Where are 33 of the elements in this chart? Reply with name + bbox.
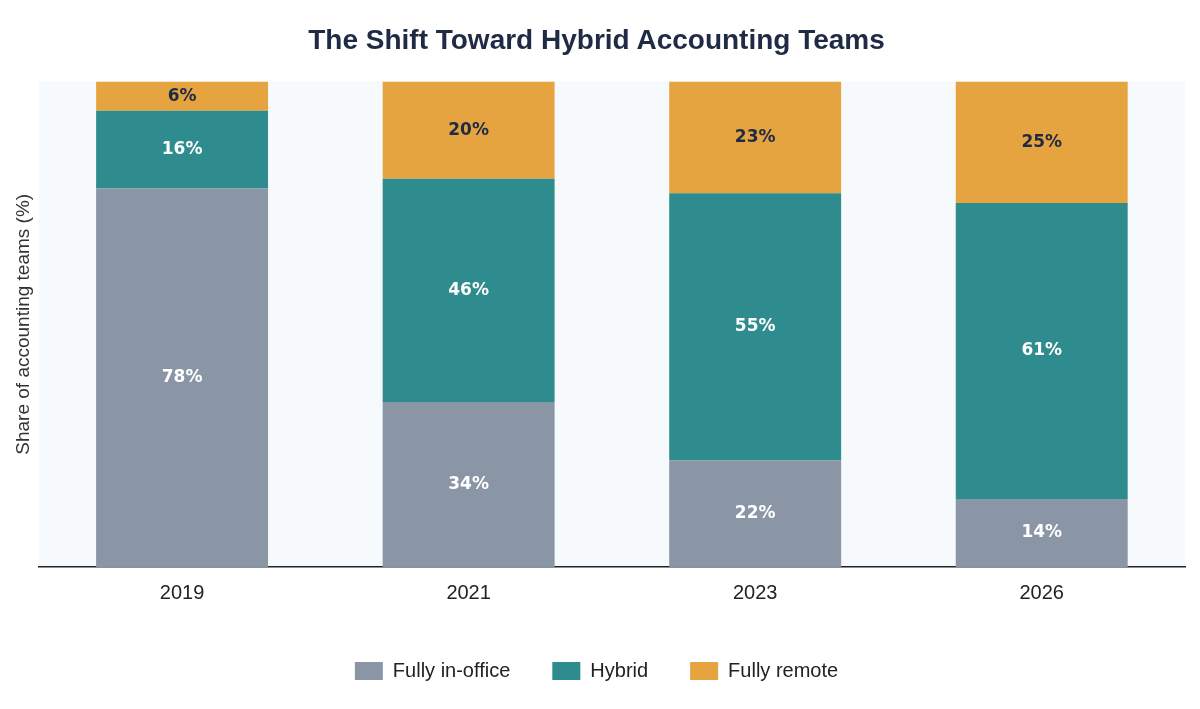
data-label: 14% (1021, 521, 1063, 542)
bar (669, 81, 842, 194)
bar (96, 81, 269, 111)
bar (382, 178, 555, 402)
bar (955, 202, 1128, 500)
legend-label: Fully remote (728, 658, 839, 681)
data-label: 34% (448, 472, 489, 493)
data-label: 6% (167, 84, 197, 105)
data-label: 61% (1021, 339, 1063, 360)
bar (382, 81, 555, 179)
data-label: 55% (734, 315, 776, 336)
x-tick-label: 2023 (732, 580, 778, 603)
data-label: 25% (1021, 130, 1063, 151)
chart-title: The Shift Toward Hybrid Accounting Teams (308, 23, 885, 55)
data-label: 20% (448, 118, 489, 139)
bar (955, 81, 1128, 203)
data-label: 22% (734, 502, 776, 523)
x-tick-label: 2021 (446, 580, 491, 603)
legend-label: Hybrid (590, 658, 649, 681)
data-label: 16% (161, 137, 203, 158)
x-tick-label: 2026 (1019, 580, 1064, 603)
bar (382, 401, 555, 567)
bar (96, 110, 269, 189)
bar (96, 188, 269, 567)
bar (669, 193, 842, 461)
x-tick-label: 2019 (159, 580, 205, 603)
bar (669, 460, 842, 567)
legend-label: Fully in-office (392, 658, 511, 681)
data-label: 46% (448, 278, 489, 299)
bar (955, 499, 1128, 567)
data-label: 23% (734, 125, 776, 146)
y-axis-title: Share of accounting teams (%) (11, 193, 33, 455)
data-label: 78% (161, 366, 203, 387)
